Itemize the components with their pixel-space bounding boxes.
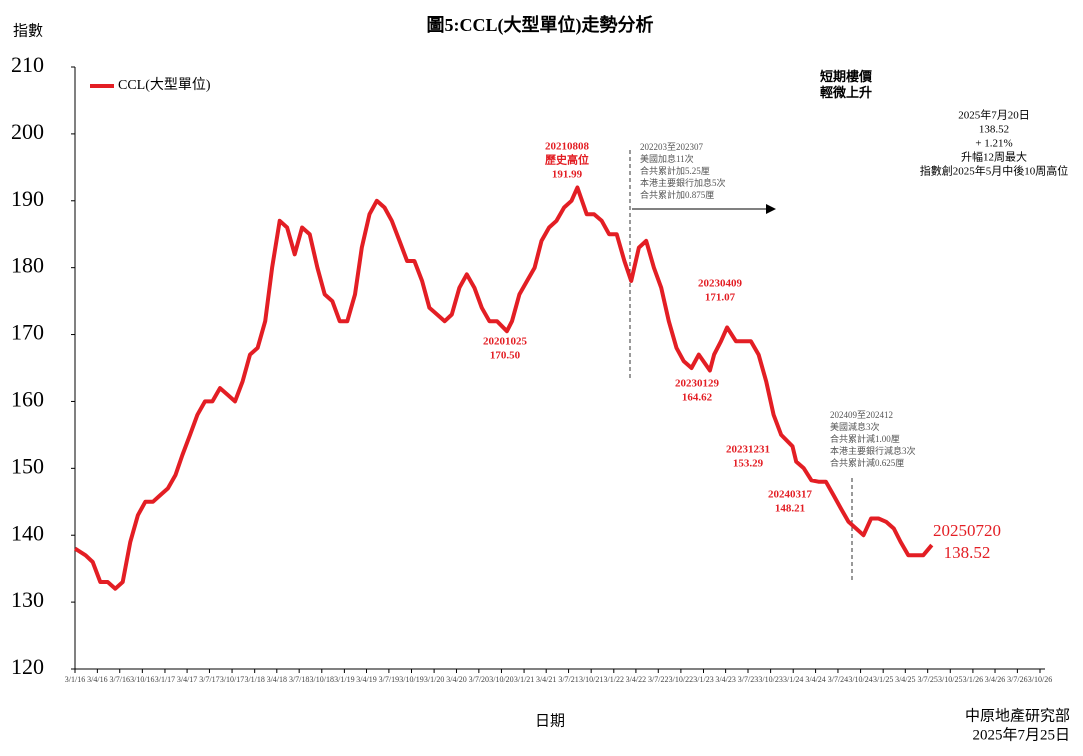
y-tick-label: 140 — [11, 520, 44, 545]
x-tick-label: 3/10/22 — [669, 675, 693, 684]
x-tick-label: 3/1/16 — [65, 675, 85, 684]
note: 本港主要銀行加息5次 — [640, 177, 726, 188]
x-tick-label: 3/1/23 — [693, 675, 713, 684]
source: 2025年7月25日 — [972, 726, 1070, 743]
y-tick-label: 170 — [11, 320, 44, 345]
x-axis-label: 日期 — [535, 712, 565, 729]
annotation: 164.62 — [682, 392, 713, 404]
x-tick-label: 3/10/19 — [399, 675, 423, 684]
annotation: 138.52 — [944, 543, 991, 562]
x-tick-label: 3/10/18 — [310, 675, 334, 684]
x-tick-label: 3/7/20 — [469, 675, 489, 684]
source: 中原地產研究部 — [965, 707, 1070, 724]
x-tick-label: 3/7/24 — [828, 675, 848, 684]
note: 2025年7月20日 — [958, 108, 1030, 122]
x-tick-label: 3/10/24 — [848, 675, 872, 684]
y-tick-label: 160 — [11, 386, 44, 411]
x-tick-label: 3/7/19 — [379, 675, 399, 684]
legend-label: CCL(大型單位) — [118, 77, 211, 93]
note: + 1.21% — [975, 138, 1012, 150]
x-tick-label: 3/10/26 — [1028, 675, 1052, 684]
x-tick-label: 3/7/23 — [738, 675, 758, 684]
note: 合共累計加5.25厘 — [640, 165, 710, 176]
x-tick-label: 3/7/18 — [289, 675, 309, 684]
x-tick-label: 3/1/18 — [244, 675, 264, 684]
annotation: 153.29 — [733, 458, 764, 470]
annotation: 148.21 — [775, 503, 805, 515]
note: 合共累計減0.625厘 — [830, 457, 904, 468]
x-tick-label: 3/4/18 — [267, 675, 287, 684]
note: 短期樓價 — [820, 69, 873, 84]
x-tick-label: 3/4/16 — [87, 675, 107, 684]
y-tick-label: 210 — [11, 52, 44, 77]
x-tick-label: 3/1/24 — [783, 675, 803, 684]
y-tick-label: 200 — [11, 119, 44, 144]
x-tick-label: 3/10/21 — [579, 675, 603, 684]
x-tick-label: 3/1/21 — [514, 675, 534, 684]
x-tick-label: 3/4/21 — [536, 675, 556, 684]
x-tick-label: 3/4/25 — [895, 675, 915, 684]
y-tick-label: 130 — [11, 587, 44, 612]
x-tick-label: 3/1/20 — [424, 675, 444, 684]
x-tick-label: 3/1/19 — [334, 675, 354, 684]
note: 美國加息11次 — [640, 153, 694, 164]
note: 138.52 — [979, 124, 1009, 136]
x-tick-label: 3/10/25 — [938, 675, 962, 684]
x-tick-label: 3/10/16 — [130, 675, 154, 684]
x-tick-label: 3/4/26 — [985, 675, 1005, 684]
x-tick-label: 3/7/21 — [558, 675, 578, 684]
x-tick-label: 3/4/23 — [715, 675, 735, 684]
x-tick-label: 3/10/17 — [220, 675, 244, 684]
note: 升幅12周最大 — [961, 150, 1027, 164]
x-tick-label: 3/4/22 — [626, 675, 646, 684]
note: 美國減息3次 — [830, 421, 880, 432]
x-tick-label: 3/7/26 — [1007, 675, 1027, 684]
note: 202203至202307 — [640, 142, 704, 152]
annotation: 20201025 — [483, 336, 528, 348]
x-tick-label: 3/1/25 — [873, 675, 893, 684]
x-tick-label: 3/1/22 — [604, 675, 624, 684]
annotation: 20230129 — [675, 378, 720, 390]
y-tick-label: 150 — [11, 453, 44, 478]
x-tick-label: 3/4/20 — [446, 675, 466, 684]
x-tick-label: 3/4/24 — [805, 675, 825, 684]
annotation: 20231231 — [726, 444, 770, 456]
x-tick-label: 3/1/17 — [155, 675, 175, 684]
annotation: 20250720 — [933, 521, 1001, 540]
annotation: 20210808 — [545, 141, 590, 153]
note: 本港主要銀行減息3次 — [830, 445, 916, 456]
x-tick-label: 3/7/17 — [199, 675, 219, 684]
y-tick-label: 120 — [11, 654, 44, 679]
arrow-head — [766, 204, 776, 214]
x-tick-label: 3/7/22 — [648, 675, 668, 684]
x-tick-label: 3/10/20 — [489, 675, 513, 684]
y-tick-label: 180 — [11, 253, 44, 278]
annotation: 20240317 — [768, 489, 813, 501]
x-tick-label: 3/4/19 — [356, 675, 376, 684]
annotation: 20230409 — [698, 278, 743, 290]
note: 輕微上升 — [820, 85, 872, 100]
x-tick-label: 3/7/16 — [110, 675, 130, 684]
chart-title: 圖5:CCL(大型單位)走勢分析 — [427, 14, 654, 36]
note: 合共累計減1.00厘 — [830, 433, 900, 444]
annotation: 170.50 — [490, 350, 521, 362]
note: 202409至202412 — [830, 410, 893, 420]
note: 合共累計加0.875厘 — [640, 189, 714, 200]
x-tick-label: 3/1/26 — [963, 675, 983, 684]
annotation: 歷史高位 — [545, 153, 589, 167]
x-tick-label: 3/10/23 — [758, 675, 782, 684]
y-tick-label: 190 — [11, 186, 44, 211]
annotation: 191.99 — [552, 169, 583, 181]
x-tick-label: 3/7/25 — [917, 675, 937, 684]
annotation: 171.07 — [705, 292, 736, 304]
note: 指數創2025年5月中後10周高位 — [920, 164, 1069, 178]
y-axis-label: 指數 — [13, 22, 43, 39]
line — [73, 185, 934, 591]
x-tick-label: 3/4/17 — [177, 675, 197, 684]
